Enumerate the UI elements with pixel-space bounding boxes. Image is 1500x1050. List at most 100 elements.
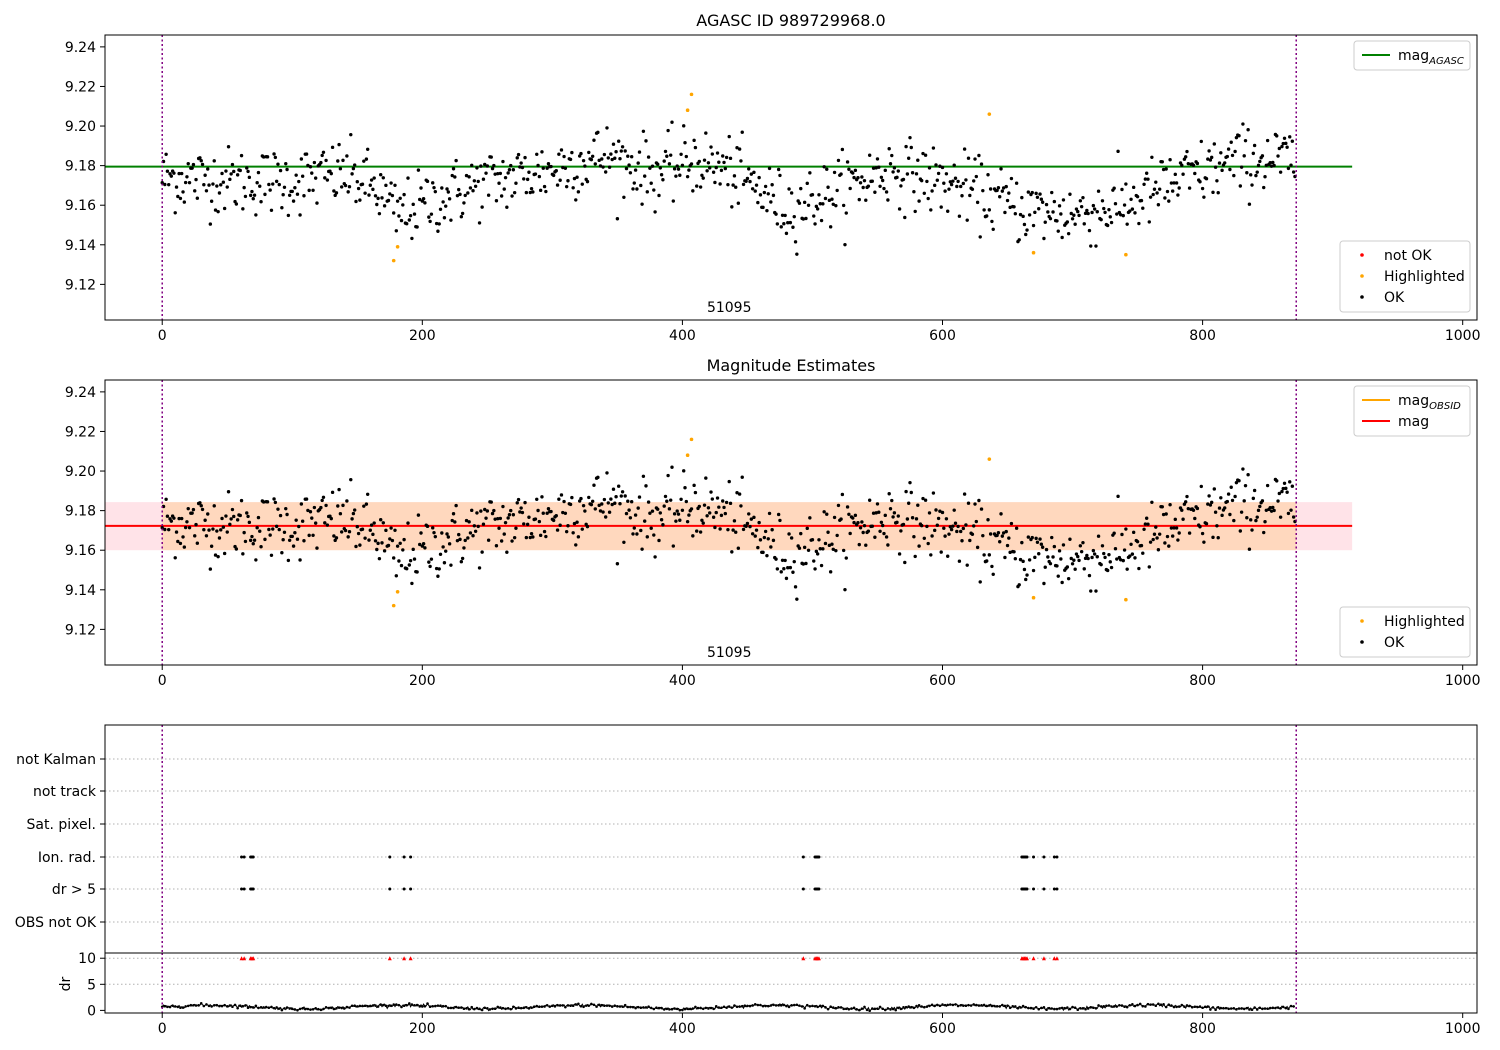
dr-point (717, 1006, 721, 1009)
dr-point (1112, 1005, 1116, 1008)
dr-point (358, 1004, 362, 1008)
ok-point (901, 177, 906, 182)
ok-point (1260, 154, 1265, 158)
dr-point (301, 1007, 304, 1010)
ok-point (453, 175, 457, 179)
dr-point (566, 1004, 570, 1007)
dr-threshold-marker (801, 956, 806, 961)
dr-point (199, 1002, 203, 1005)
ok-point (1095, 210, 1099, 214)
ok-point (748, 179, 752, 184)
ok-point (840, 492, 845, 497)
ok-point (1027, 213, 1032, 217)
ok-point (955, 529, 959, 534)
dr-point (470, 1005, 474, 1009)
ok-point (297, 179, 301, 184)
ok-point (377, 211, 382, 216)
ok-point (825, 167, 829, 171)
ok-point (1096, 534, 1101, 538)
ok-point (555, 528, 560, 532)
dr-point (192, 1003, 195, 1007)
dr-point (1227, 1007, 1230, 1011)
ok-point (1150, 500, 1154, 504)
ok-point (606, 156, 610, 160)
ok-point (551, 518, 556, 523)
ok-point (908, 480, 912, 485)
ok-point (315, 546, 319, 550)
ok-point (593, 507, 597, 511)
dr-point (907, 1005, 910, 1008)
dr-point (699, 1006, 702, 1010)
ok-point (1233, 494, 1237, 499)
legend-label: magOBSID (1398, 393, 1461, 412)
dr-point (254, 1004, 258, 1008)
ok-point (689, 162, 694, 166)
ok-point (714, 510, 718, 515)
ok-point (1077, 213, 1081, 218)
dr-point (400, 1005, 403, 1009)
ok-point (502, 532, 506, 536)
ok-point (1090, 210, 1094, 215)
flag-event-point (409, 855, 413, 859)
ok-point (1115, 557, 1119, 561)
ok-point (360, 182, 365, 186)
highlighted-point (395, 589, 400, 594)
ok-point (445, 532, 449, 536)
ok-point (747, 512, 751, 516)
ok-point (1033, 210, 1037, 215)
dr-point (1120, 1004, 1124, 1007)
dr-point (262, 1006, 265, 1009)
ok-point (298, 558, 302, 562)
ok-point (501, 159, 505, 164)
legend-label-main: Highlighted (1384, 614, 1465, 630)
ok-point (190, 166, 194, 170)
ok-point (610, 502, 614, 507)
ok-point (818, 202, 822, 206)
ok-point (923, 498, 928, 502)
dr-point (579, 1004, 583, 1008)
ok-point (436, 229, 440, 233)
ok-point (211, 182, 215, 186)
ok-point (832, 515, 837, 520)
ok-point (972, 179, 976, 183)
ok-point (724, 500, 729, 505)
highlighted-point (685, 453, 690, 458)
dr-point (168, 1005, 172, 1009)
legend-bottom (1339, 240, 1471, 313)
ok-point (199, 159, 203, 163)
dr-point (785, 1004, 788, 1008)
ok-point (393, 183, 397, 187)
ok-point (910, 516, 915, 520)
ok-point (762, 535, 767, 540)
legend-label-subscript: OBSID (1429, 401, 1461, 412)
ok-point (605, 471, 609, 475)
ok-point (1143, 177, 1148, 181)
ok-point (1039, 542, 1044, 546)
ok-point (678, 173, 682, 177)
dr-point (655, 1006, 658, 1009)
ok-point (324, 503, 328, 508)
ok-point (1247, 547, 1252, 551)
ok-point (265, 155, 270, 159)
ok-point (398, 541, 402, 545)
y-tick-label: 9.14 (65, 583, 96, 599)
ok-point (1040, 200, 1045, 204)
ok-point (271, 527, 275, 531)
ok-point (1069, 211, 1073, 216)
dr-point (1089, 1006, 1093, 1009)
dr-point (733, 1004, 736, 1007)
ok-point (1191, 508, 1196, 512)
dr-point (855, 1008, 858, 1011)
ok-point (273, 500, 278, 505)
highlighted-point (1031, 595, 1036, 600)
ok-point (878, 529, 882, 534)
ok-point (1272, 163, 1276, 168)
ok-point (423, 546, 427, 550)
ok-point (999, 167, 1003, 171)
ok-point (1142, 527, 1146, 531)
dr-point (548, 1005, 552, 1008)
dr-point (1159, 1003, 1163, 1006)
ok-point (208, 222, 213, 226)
ok-point (771, 538, 776, 543)
ok-point (826, 530, 830, 534)
